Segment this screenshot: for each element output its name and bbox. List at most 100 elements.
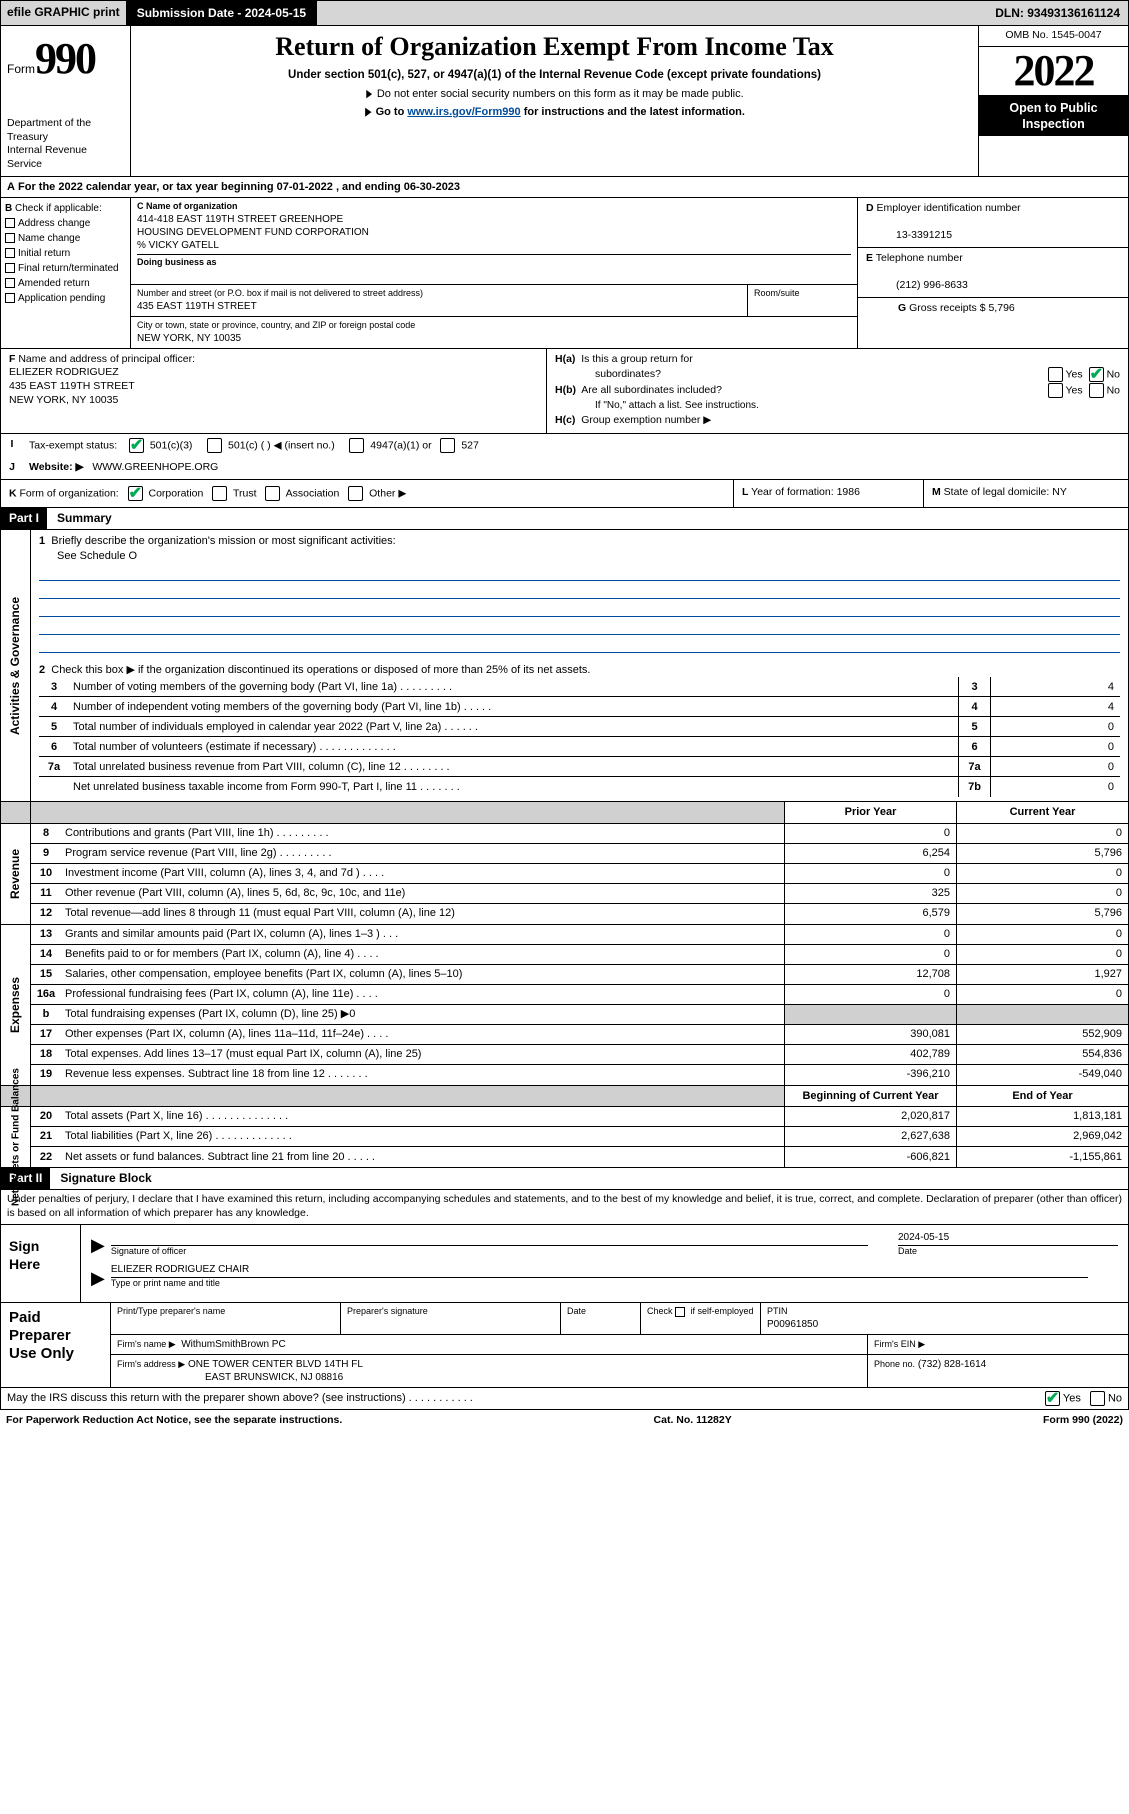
tax-year: 2022 xyxy=(979,47,1128,96)
data-row: 8Contributions and grants (Part VIII, li… xyxy=(31,824,1128,844)
signature-field[interactable] xyxy=(111,1231,868,1246)
vtab-revenue: Revenue xyxy=(1,824,31,924)
row-klm: K Form of organization: Corporation Trus… xyxy=(0,480,1129,508)
data-row: 16aProfessional fundraising fees (Part I… xyxy=(31,985,1128,1005)
part-ii-badge: Part II xyxy=(1,1168,50,1190)
footer-mid: Cat. No. 11282Y xyxy=(654,1414,732,1428)
governance-row: 6Total number of volunteers (estimate if… xyxy=(39,737,1120,757)
officer-name: ELIEZER RODRIGUEZ xyxy=(9,366,119,378)
chk-ha-no[interactable] xyxy=(1089,367,1104,382)
governance-row: 7aTotal unrelated business revenue from … xyxy=(39,757,1120,777)
chk-527[interactable] xyxy=(440,438,455,453)
org-name-1: 414-418 EAST 119TH STREET GREENHOPE xyxy=(137,213,851,226)
box-b: B Check if applicable: Address change Na… xyxy=(1,198,131,348)
part-ii-title: Signature Block xyxy=(50,1168,161,1190)
chk-final-return[interactable] xyxy=(5,263,15,273)
efile-print-label[interactable]: efile GRAPHIC print xyxy=(1,1,127,25)
subtitle-2: ▶ Do not enter social security numbers o… xyxy=(139,87,970,101)
ptin-value: P00961850 xyxy=(767,1318,1122,1331)
row-i: I Tax-exempt status: 501(c)(3) 501(c) ( … xyxy=(0,434,1129,457)
box-h: H(a) Is this a group return for subordin… xyxy=(547,349,1128,433)
row-a-calendar-year: A For the 2022 calendar year, or tax yea… xyxy=(0,177,1129,198)
city-cell: City or town, state or province, country… xyxy=(131,317,858,348)
chk-initial-return[interactable] xyxy=(5,248,15,258)
data-row: 10Investment income (Part VIII, column (… xyxy=(31,864,1128,884)
city-state-zip: NEW YORK, NY 10035 xyxy=(137,332,851,345)
chk-association[interactable] xyxy=(265,486,280,501)
ein-value: 13-3391215 xyxy=(866,229,952,241)
chk-name-change[interactable] xyxy=(5,233,15,243)
ident-right: D Employer identification number 13-3391… xyxy=(858,198,1128,348)
sign-arrow-icon: ▶ xyxy=(91,1234,105,1257)
chk-self-employed[interactable] xyxy=(675,1307,685,1317)
firm-name-cell: Firm's name ▶ WithumSmithBrown PC xyxy=(111,1335,868,1354)
chk-corporation[interactable] xyxy=(128,486,143,501)
chk-hb-yes[interactable] xyxy=(1048,383,1063,398)
org-name-2: HOUSING DEVELOPMENT FUND CORPORATION xyxy=(137,226,851,239)
preparer-date-cell: Date xyxy=(561,1303,641,1334)
data-row: 15Salaries, other compensation, employee… xyxy=(31,965,1128,985)
rev-col-header: Prior Year Current Year xyxy=(0,802,1129,823)
vtab-expenses: Expenses xyxy=(1,925,31,1085)
ptin-cell: PTINP00961850 xyxy=(761,1303,1128,1334)
revenue-section: Revenue 8Contributions and grants (Part … xyxy=(0,824,1129,925)
self-employed-cell: Check if self-employed xyxy=(641,1303,761,1334)
na-col-header: Beginning of Current Year End of Year xyxy=(0,1086,1129,1107)
data-row: 20Total assets (Part X, line 16) . . . .… xyxy=(31,1107,1128,1127)
data-row: 12Total revenue—add lines 8 through 11 (… xyxy=(31,904,1128,924)
chk-4947[interactable] xyxy=(349,438,364,453)
chk-irs-no[interactable] xyxy=(1090,1391,1105,1406)
chk-501c[interactable] xyxy=(207,438,222,453)
col-current-year: Current Year xyxy=(956,802,1128,822)
page-footer: For Paperwork Reduction Act Notice, see … xyxy=(0,1410,1129,1432)
vtab-governance: Activities & Governance xyxy=(1,530,31,801)
form-title: Return of Organization Exempt From Incom… xyxy=(139,30,970,64)
submission-date: Submission Date - 2024-05-15 xyxy=(127,1,317,25)
org-name-cell: C Name of organization 414-418 EAST 119T… xyxy=(131,198,858,285)
dba-label: Doing business as xyxy=(137,254,851,269)
dept-treasury: Department of the Treasury xyxy=(7,117,124,144)
chk-address-change[interactable] xyxy=(5,218,15,228)
chk-hb-no[interactable] xyxy=(1089,383,1104,398)
part-i-badge: Part I xyxy=(1,508,47,530)
irs-link[interactable]: www.irs.gov/Form990 xyxy=(407,106,520,118)
expenses-section: Expenses 13Grants and similar amounts pa… xyxy=(0,925,1129,1086)
chk-other[interactable] xyxy=(348,486,363,501)
footer-left: For Paperwork Reduction Act Notice, see … xyxy=(6,1414,342,1428)
box-g-gross: G Gross receipts $ 5,796 xyxy=(858,298,1128,320)
chk-application-pending[interactable] xyxy=(5,293,15,303)
governance-row: Net unrelated business taxable income fr… xyxy=(39,777,1120,797)
box-l: L Year of formation: 1986 xyxy=(733,480,923,507)
dept-irs: Internal Revenue Service xyxy=(7,144,124,171)
vtab-netassets: Net Assets or Fund Balances xyxy=(1,1107,31,1167)
fh-block: F Name and address of principal officer:… xyxy=(0,349,1129,434)
gross-receipts: 5,796 xyxy=(988,302,1014,314)
topbar-spacer xyxy=(317,1,987,25)
chk-irs-yes[interactable] xyxy=(1045,1391,1060,1406)
chk-trust[interactable] xyxy=(212,486,227,501)
chk-amended[interactable] xyxy=(5,278,15,288)
firm-addr-1: ONE TOWER CENTER BLVD 14TH FL xyxy=(188,1359,363,1370)
state-domicile: NY xyxy=(1052,486,1067,498)
paid-preparer-label: Paid Preparer Use Only xyxy=(1,1303,111,1387)
box-e-phone: E Telephone number (212) 996-8633 xyxy=(858,248,1128,298)
irs-discuss-row: May the IRS discuss this return with the… xyxy=(0,1388,1129,1410)
footer-right: Form 990 (2022) xyxy=(1043,1414,1123,1428)
col-boy: Beginning of Current Year xyxy=(784,1086,956,1106)
mission-text: See Schedule O xyxy=(39,549,1120,563)
sign-here-block: Sign Here ▶ Signature of officer 2024-05… xyxy=(0,1225,1129,1303)
identity-block: B Check if applicable: Address change Na… xyxy=(0,198,1129,349)
col-prior-year: Prior Year xyxy=(784,802,956,822)
data-row: bTotal fundraising expenses (Part IX, co… xyxy=(31,1005,1128,1025)
chk-ha-yes[interactable] xyxy=(1048,367,1063,382)
open-public: Open to PublicInspection xyxy=(979,96,1128,137)
firm-phone: (732) 828-1614 xyxy=(918,1359,986,1370)
chk-501c3[interactable] xyxy=(129,438,144,453)
hb-note: If "No," attach a list. See instructions… xyxy=(555,399,1120,412)
col-eoy: End of Year xyxy=(956,1086,1128,1106)
omb-number: OMB No. 1545-0047 xyxy=(979,26,1128,47)
header-right: OMB No. 1545-0047 2022 Open to PublicIns… xyxy=(978,26,1128,176)
subtitle-1: Under section 501(c), 527, or 4947(a)(1)… xyxy=(139,68,970,83)
form-number: 990 xyxy=(35,34,95,83)
topbar: efile GRAPHIC print Submission Date - 20… xyxy=(0,0,1129,26)
